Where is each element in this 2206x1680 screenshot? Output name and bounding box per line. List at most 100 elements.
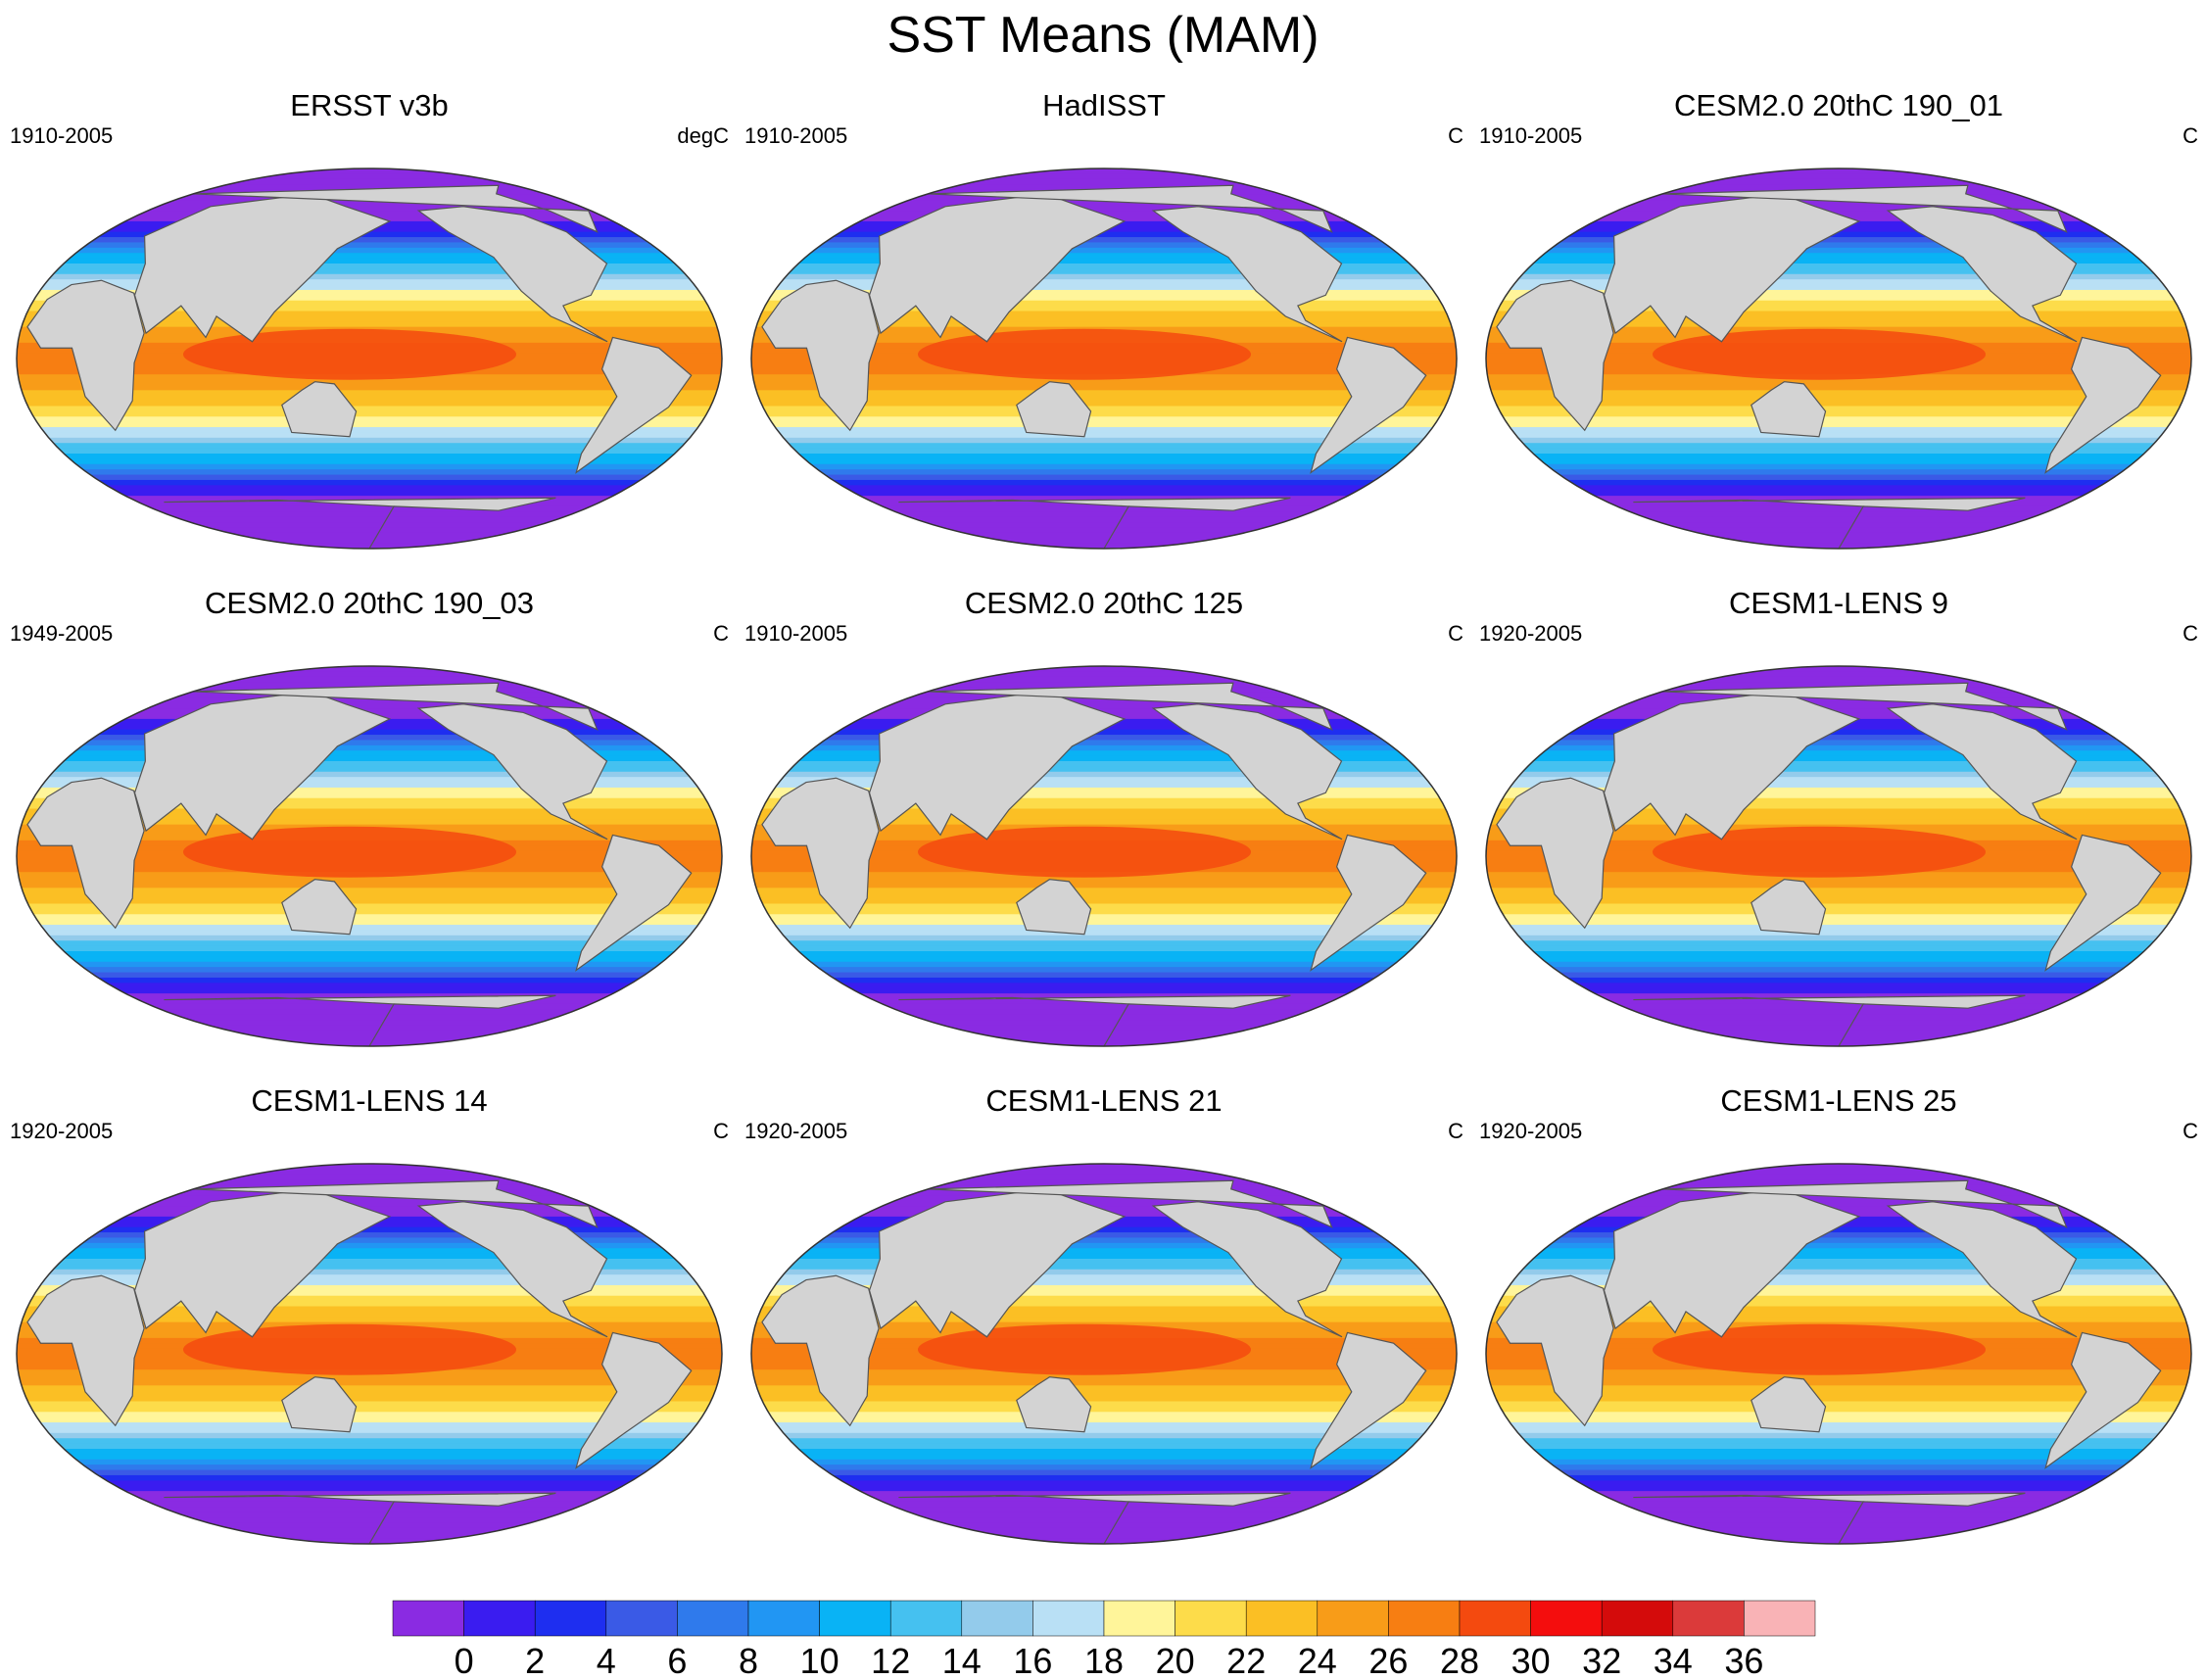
sst-band [1486, 1474, 2191, 1481]
sst-band [1486, 469, 2191, 476]
sst-band [751, 1454, 1457, 1461]
panel-title: CESM1-LENS 21 [985, 1083, 1223, 1118]
sst-band [751, 1390, 1457, 1397]
sst-band [1486, 682, 2191, 689]
sst-band [751, 1226, 1457, 1233]
sst-band [751, 1259, 1457, 1265]
sst-band [17, 1538, 722, 1544]
sst-band [751, 766, 1457, 773]
sst-band [17, 1390, 722, 1397]
sst-band [17, 1416, 722, 1423]
panel-period: 1920-2005 [10, 1119, 114, 1143]
sst-band [751, 892, 1457, 899]
sst-band [751, 682, 1457, 689]
sst-band [17, 379, 722, 386]
sst-band [1486, 993, 2191, 1000]
sst-band [1486, 1259, 2191, 1265]
sst-band [751, 1449, 1457, 1455]
colorbar-tick-label: 10 [800, 1641, 839, 1680]
sst-band [1486, 454, 2191, 459]
map-border [750, 1163, 1458, 1545]
sst-band [751, 1522, 1457, 1529]
sst-band [17, 184, 722, 191]
panel-title: CESM1-LENS 25 [1720, 1083, 1957, 1118]
sst-band [17, 1169, 722, 1176]
panel-title: ERSST v3b [290, 88, 449, 122]
sst-band [1486, 432, 2191, 439]
sst-band [751, 1295, 1457, 1302]
sst-map [1485, 168, 2192, 550]
map-panel: CESM2.0 20thC 190_03 1949-2005 C [2, 584, 737, 1074]
sst-band [751, 463, 1457, 470]
sst-band [751, 273, 1457, 280]
sst-band [17, 787, 722, 793]
sst-band [1486, 888, 2191, 894]
sst-band [17, 410, 722, 417]
sst-band [1486, 777, 2191, 784]
australia-landmass [1016, 879, 1092, 936]
sst-band [751, 1232, 1457, 1239]
sst-band [751, 527, 1457, 534]
sst-band [17, 1527, 722, 1534]
sst-band [751, 173, 1457, 180]
sst-band [1486, 485, 2191, 492]
sst-band [1486, 538, 2191, 545]
sst-band [751, 1242, 1457, 1249]
sst-band [17, 437, 722, 444]
eurasia-landmass [868, 193, 1127, 343]
sst-band [751, 1317, 1457, 1323]
sst-band [17, 1269, 722, 1275]
colorbar-tick-label: 4 [597, 1641, 616, 1680]
sst-band [1486, 797, 2191, 804]
sst-band [751, 1269, 1457, 1275]
sst-band [1486, 877, 2191, 884]
sst-band [1486, 1242, 2191, 1249]
colorbar-swatch [463, 1600, 536, 1637]
sst-band [1486, 421, 2191, 428]
colorbar-swatch [1103, 1600, 1175, 1637]
colorbar-tick-label: 34 [1654, 1641, 1693, 1680]
north-america-landmass [1886, 206, 2078, 343]
africa-landmass [761, 279, 880, 432]
sst-band [1486, 1480, 2191, 1487]
sst-band [17, 416, 722, 423]
sst-band [17, 490, 722, 497]
sst-band [1486, 750, 2191, 757]
north-america-landmass [1151, 703, 1343, 840]
sst-band [1486, 1501, 2191, 1508]
sst-band [751, 735, 1457, 742]
sst-band [751, 1311, 1457, 1318]
sst-band [1486, 803, 2191, 810]
sst-band [17, 925, 722, 932]
sst-band [751, 1290, 1457, 1297]
sst-band [17, 479, 722, 486]
australia-landmass [1016, 381, 1092, 438]
australia-landmass [281, 1376, 358, 1433]
sst-band [751, 1538, 1457, 1544]
sst-band [1486, 1169, 2191, 1176]
sst-band [1486, 771, 2191, 778]
sst-band [17, 321, 722, 328]
sst-band [751, 538, 1457, 545]
sst-band [1486, 1009, 2191, 1016]
sst-band [1486, 1454, 2191, 1461]
sst-band [751, 1485, 1457, 1492]
antarctica-landmass [164, 497, 556, 549]
sst-band [751, 1030, 1457, 1036]
sst-band [751, 1469, 1457, 1476]
sst-band [17, 735, 722, 742]
sst-band [1486, 384, 2191, 391]
sst-band [751, 956, 1457, 963]
sst-band [17, 1174, 722, 1180]
sst-band [751, 1385, 1457, 1392]
sst-band [1486, 1396, 2191, 1403]
sst-band [1486, 671, 2191, 678]
sst-band [17, 972, 722, 979]
sst-band [1486, 735, 2191, 742]
sst-map [750, 1163, 1458, 1545]
warm-pool [1653, 328, 1987, 380]
panel-period: 1910-2005 [1479, 123, 1583, 148]
sst-band [1486, 977, 2191, 984]
sst-band [751, 505, 1457, 512]
warm-pool [918, 328, 1252, 380]
